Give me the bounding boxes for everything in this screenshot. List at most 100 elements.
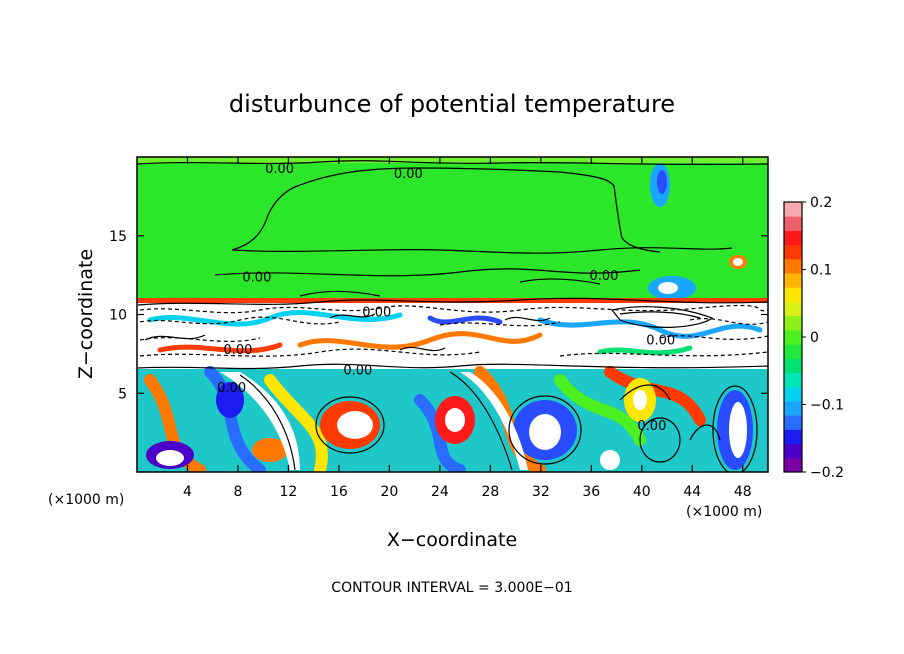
contour-line	[231, 167, 661, 253]
x-tick-label: 24	[431, 484, 449, 500]
chart-title: disturbunce of potential temperature	[229, 90, 675, 118]
contour-line	[137, 160, 768, 166]
x-axis: 4 8 12 16 20 24 28 32 36 40 44 48	[183, 157, 752, 500]
x-tick-label: 48	[734, 484, 752, 500]
field-mixed-hatching	[139, 304, 768, 357]
contour-line	[231, 247, 733, 254]
contour-line	[610, 306, 714, 328]
contour-line	[214, 268, 641, 277]
contour-lines	[137, 160, 768, 472]
x-tick-label: 4	[183, 484, 192, 500]
contour-line	[137, 297, 768, 306]
x-tick-label: 16	[330, 484, 348, 500]
x-axis-label: X−coordinate	[387, 529, 517, 551]
colorbar-swatch	[784, 244, 802, 260]
contour-line	[329, 313, 376, 319]
contour-line	[399, 346, 446, 352]
field-eddy	[337, 411, 373, 439]
contour-label: 0.00	[394, 167, 423, 182]
x-tick-label: 44	[683, 484, 701, 500]
colorbar-swatch	[784, 315, 802, 331]
field-tropopause	[137, 298, 768, 303]
field-eddy	[156, 450, 184, 466]
contour-label: 0.00	[242, 271, 271, 286]
colorbar-swatch	[784, 230, 802, 246]
y-tick-label: 10	[109, 308, 127, 324]
contour-labels: 0.00 0.00 0.00 0.00 0.00 0.00 0.00 0.00 0.00 0.00	[217, 162, 675, 434]
x-tick-label: 40	[633, 484, 651, 500]
x-unit-right: (×1000 m)	[686, 504, 762, 520]
colorbar-swatch	[784, 457, 802, 473]
colorbar-swatch	[784, 372, 802, 388]
field-eddy	[600, 450, 620, 470]
contour-interval-note: CONTOUR INTERVAL = 3.000E−01	[331, 580, 572, 596]
y-tick-label: 15	[109, 229, 127, 245]
colorbar-swatch	[784, 216, 802, 231]
y-tick-label: 5	[118, 386, 127, 402]
colorbar-swatch	[784, 358, 802, 374]
colorbar-swatch	[784, 386, 802, 402]
colorbar-tick-label: −0.1	[810, 398, 844, 414]
contour-line	[137, 363, 768, 370]
x-unit-left: (×1000 m)	[48, 492, 124, 508]
contour-label: 0.00	[589, 269, 618, 284]
field-eddy	[633, 390, 647, 410]
field-top-edge	[137, 157, 768, 163]
field-eddy	[252, 438, 288, 462]
field-eddy	[445, 408, 465, 432]
x-tick-label: 36	[582, 484, 600, 500]
field-eddy	[216, 382, 244, 418]
x-tick-label: 28	[481, 484, 499, 500]
colorbar-tick-label: −0.2	[810, 465, 844, 481]
field-anomaly	[658, 282, 678, 294]
contour-label: 0.00	[265, 162, 294, 177]
contour-line	[689, 424, 721, 441]
contour-line	[449, 371, 513, 471]
colorbar-tick-label: 0	[810, 330, 819, 346]
contour-label: 0.00	[343, 364, 372, 379]
x-tick-label: 32	[532, 484, 550, 500]
contour-line	[144, 334, 206, 341]
x-tick-label: 12	[280, 484, 298, 500]
colorbar-swatch	[784, 344, 802, 359]
x-tick-label: 20	[380, 484, 398, 500]
colorbar-swatch	[784, 400, 802, 416]
colorbar-swatch	[784, 443, 802, 459]
field-eddy	[729, 402, 747, 458]
contour-label: 0.00	[646, 334, 675, 349]
contour-line	[315, 396, 385, 454]
colorbar-swatch	[784, 429, 802, 445]
y-axis: 5 10 15	[109, 229, 768, 402]
contour-label: 0.00	[362, 305, 391, 320]
contour-line	[712, 385, 758, 472]
colorbar: 0.2 0.1 0 −0.1 −0.2	[783, 195, 844, 481]
contour-line	[619, 384, 671, 401]
colorbar-tick-label: 0.2	[810, 195, 832, 211]
colorbar-swatch	[784, 202, 802, 217]
colorbar-swatch	[784, 273, 802, 288]
contour-line	[504, 316, 551, 322]
contour-line	[508, 395, 582, 465]
contour-line	[239, 374, 296, 471]
contour-line	[639, 417, 681, 463]
colorbar-tick-label: 0.1	[810, 263, 832, 279]
x-tick-label: 8	[233, 484, 242, 500]
colorbar-swatch	[784, 415, 802, 430]
field-eddy	[529, 414, 561, 450]
colorbar-swatch	[784, 258, 802, 274]
field-eddies	[144, 366, 706, 472]
heatmap-field	[137, 157, 768, 472]
contour-line	[519, 278, 601, 285]
field-mixed-patches	[147, 309, 763, 356]
colorbar-swatch	[784, 287, 802, 302]
contour-label: 0.00	[223, 343, 252, 358]
colorbar-swatch	[784, 329, 802, 345]
colorbar-swatch	[784, 301, 802, 317]
contour-line	[299, 290, 381, 297]
field-plume	[460, 372, 528, 470]
contour-line	[619, 311, 701, 319]
y-axis-label: Z−coordinate	[75, 249, 97, 379]
field-anomaly	[733, 258, 743, 266]
field-anomaly	[657, 170, 667, 194]
